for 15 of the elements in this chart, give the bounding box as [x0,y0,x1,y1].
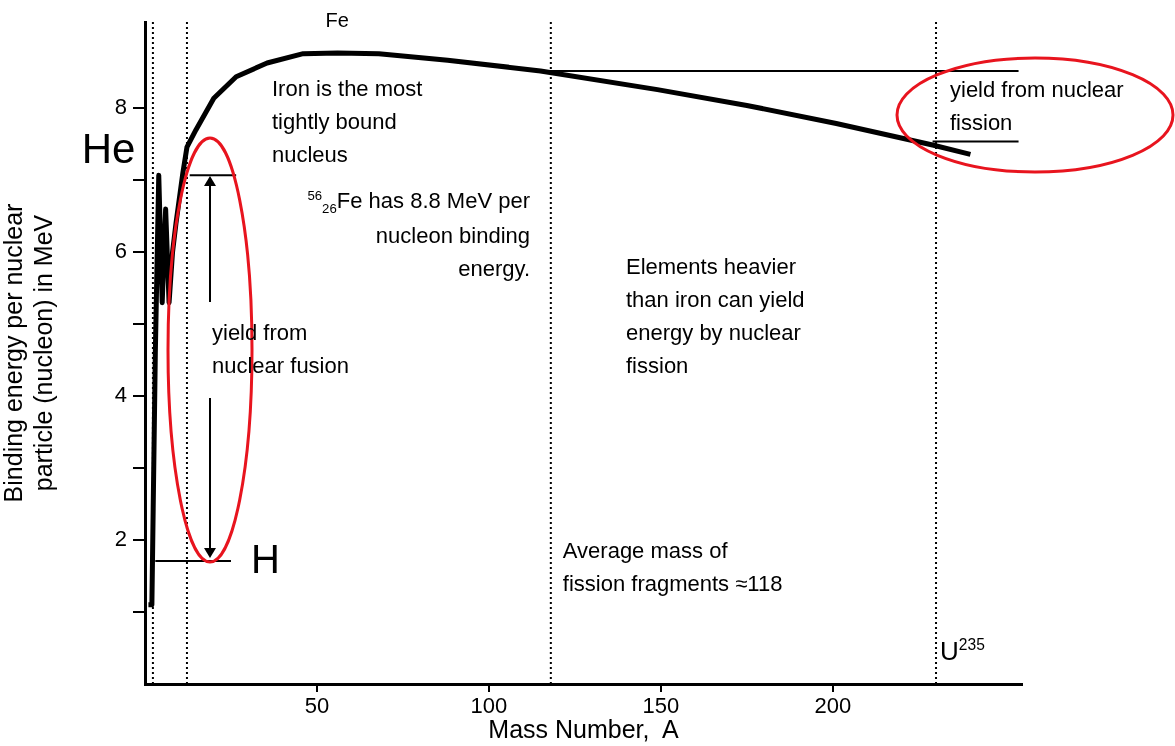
annotation: H [250,536,280,581]
y-tick-label: 8 [114,94,127,120]
annotation: U$^{235}$ [940,635,985,668]
annotation: Iron is the most tightly bound nucleus [272,75,424,169]
annotation: Elements heavier than iron can yield energy by nuclear fission [626,253,806,380]
annotation: Fe [325,7,349,33]
y-tick-label: 4 [114,382,127,408]
annotation: He [81,125,136,173]
annotation: yield from nuclear fission [950,76,1125,137]
x-tick-label: 200 [814,693,852,719]
annotation: Average mass of fission fragments ≈118 [562,537,784,599]
y-tick-label: 6 [114,238,127,264]
y-tick-label: 2 [114,526,127,552]
x-tick-label: 50 [304,693,330,719]
y-axis-title: Binding energy per nuclear particle (nucleon) in MeV [0,203,57,503]
